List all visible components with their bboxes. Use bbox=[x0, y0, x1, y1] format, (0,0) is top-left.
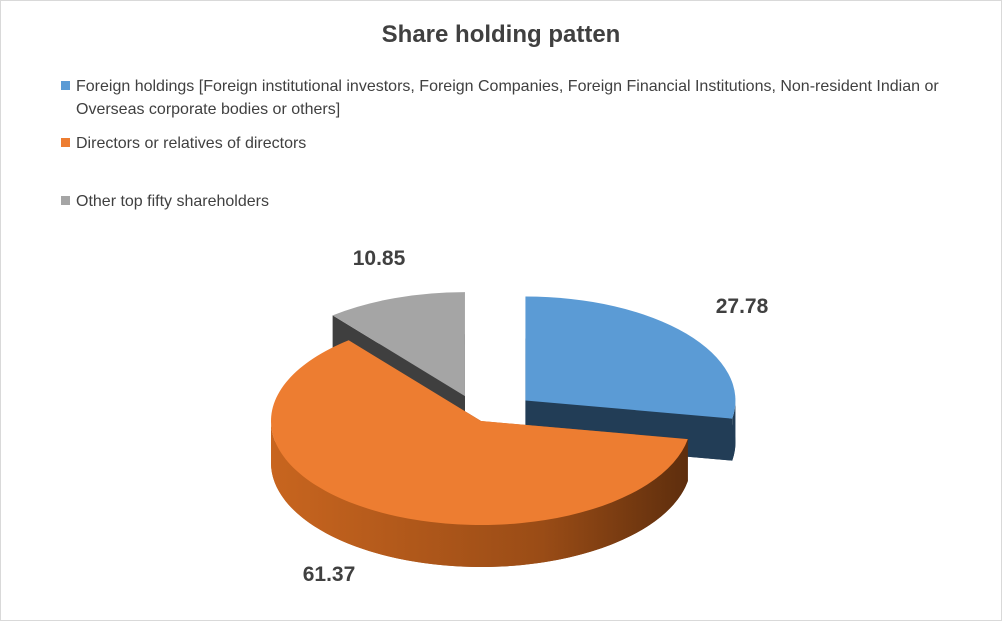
legend-item-directors: Directors or relatives of directors bbox=[61, 132, 306, 155]
legend-label-other-top-fifty: Other top fifty shareholders bbox=[76, 193, 269, 210]
chart-title: Share holding patten bbox=[381, 21, 621, 48]
slice-1-top bbox=[525, 296, 736, 419]
legend-item-foreign-holdings: Foreign holdings [Foreign institutional … bbox=[61, 75, 961, 121]
slice-1-outer-wall bbox=[732, 400, 736, 461]
legend-label-foreign-holdings: Foreign holdings [Foreign institutional … bbox=[76, 78, 939, 118]
legend-swatch-foreign-holdings bbox=[61, 81, 70, 90]
legend-item-other-top-fifty: Other top fifty shareholders bbox=[61, 190, 269, 213]
slice-2-outer-wall bbox=[271, 421, 688, 567]
legend-label-directors: Directors or relatives of directors bbox=[76, 135, 307, 152]
legend-swatch-directors bbox=[61, 138, 70, 147]
data-label-2: 61.37 bbox=[303, 563, 356, 586]
legend-swatch-other-top-fifty bbox=[61, 196, 70, 205]
slice-2-top bbox=[271, 340, 688, 525]
data-label-3: 10.85 bbox=[353, 247, 406, 270]
slice-3-top bbox=[332, 292, 465, 397]
data-label-1: 27.78 bbox=[716, 295, 769, 318]
